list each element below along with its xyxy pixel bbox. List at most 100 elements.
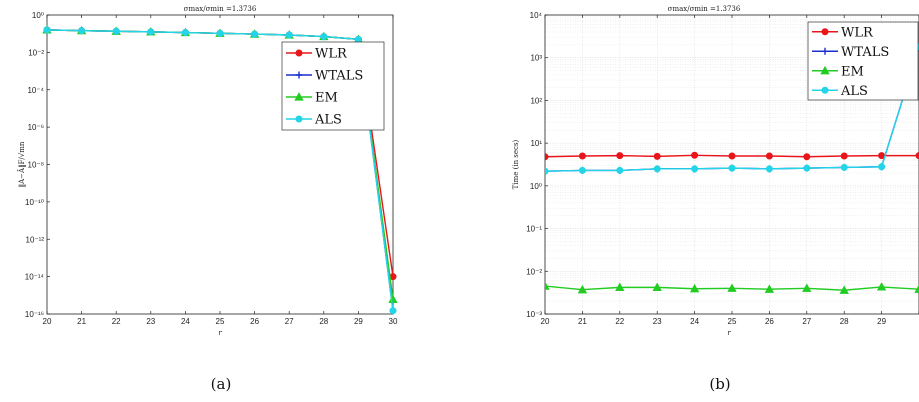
data-point-wlr-0	[545, 153, 549, 161]
data-point-als-3	[147, 28, 155, 36]
x-tick-label: 27	[802, 317, 811, 326]
y-tick-label: 10³	[530, 54, 542, 63]
data-point-legend-wtals-0	[295, 71, 303, 79]
data-point-em-6	[764, 284, 775, 293]
data-point-wlr-10	[915, 152, 919, 160]
data-point-als-6	[765, 165, 773, 173]
legend-entry-em: EM	[841, 64, 864, 79]
data-point-wlr-3	[653, 152, 661, 160]
x-tick-label: 24	[181, 317, 190, 326]
chart-title: σmax/σmin =1.3736	[184, 5, 257, 13]
chart-title: σmax/σmin =1.3736	[668, 5, 741, 13]
x-tick-label: 20	[43, 317, 52, 326]
data-point-legend-em-0	[294, 92, 304, 101]
y-tick-label: 10⁻²	[28, 48, 44, 57]
data-point-als-5	[728, 164, 736, 172]
data-point-als-6	[251, 30, 259, 38]
data-point-em-2	[615, 282, 625, 291]
x-tick-label: 25	[216, 317, 225, 326]
legend: WLR WTALS EM ALS	[281, 41, 385, 131]
data-point-legend-wlr-0	[821, 28, 829, 36]
legend-box	[281, 41, 385, 131]
x-axis-label: r	[218, 329, 222, 337]
y-tick-label: 10⁻⁴	[27, 86, 44, 95]
data-point-legend-em-0	[820, 65, 830, 75]
data-point-em-0	[545, 281, 550, 290]
y-tick-label: 10⁻¹⁶	[25, 310, 44, 319]
x-tick-label: 22	[112, 317, 121, 326]
data-point-als-2	[616, 166, 624, 174]
legend-entry-em: EM	[315, 91, 338, 106]
data-point-em-3	[652, 282, 662, 291]
data-point-wlr-4	[691, 151, 699, 159]
panel-b: 20 21 22 23 24 25 26 27 28 29 10⁻³ 10⁻² 10⁻¹ 10⁰ 10¹ 10…	[512, 5, 919, 393]
legend-entry-wlr: WLR	[841, 25, 874, 40]
data-point-als-9	[354, 35, 362, 43]
y-tick-label: 10⁻¹	[526, 225, 542, 234]
x-tick-label: 26	[250, 317, 259, 326]
y-tick-label: 10⁰	[32, 11, 44, 20]
data-point-legend-wlr-0	[295, 49, 303, 57]
data-point-als-5	[216, 29, 224, 37]
x-tick-label: 22	[615, 317, 624, 326]
data-point-em-10	[388, 294, 398, 304]
data-point-als-1	[578, 166, 586, 174]
data-point-wlr-2	[616, 152, 624, 160]
data-point-legend-als-0	[295, 115, 303, 123]
y-tick-label: 10⁻³	[526, 310, 542, 319]
y-tick-label: 10⁻¹⁴	[25, 273, 45, 282]
y-tick-label: 10⁰	[530, 182, 542, 191]
data-point-als-0	[43, 26, 51, 34]
data-point-als-8	[320, 33, 328, 41]
legend-entry-wtals: WTALS	[315, 69, 363, 84]
x-tick-label: 23	[146, 317, 155, 326]
x-tick-label: 25	[728, 317, 737, 326]
panel-a: 20 21 22 23 24 25 26 27 28 29 30 10⁻¹⁶ 10⁻¹⁴ 10⁻¹² 10⁻…	[17, 5, 398, 393]
x-tick-label: 30	[389, 317, 398, 326]
x-tick-label: 27	[285, 317, 294, 326]
data-point-als-4	[181, 29, 189, 37]
series-wlr	[545, 151, 919, 161]
y-axis-label: ‖A−Â‖F/√mn	[17, 141, 26, 187]
data-point-als-7	[285, 31, 293, 39]
x-tick-label: 29	[354, 317, 363, 326]
data-point-em-8	[839, 285, 849, 294]
data-point-als-3	[653, 165, 661, 173]
x-tick-label: 23	[653, 317, 662, 326]
plot-area	[545, 43, 919, 294]
data-point-legend-als-0	[821, 86, 829, 94]
x-tick-label: 21	[578, 317, 587, 326]
data-point-em-1	[577, 284, 588, 294]
data-point-em-7	[802, 283, 812, 292]
y-tick-label: 10⁻⁸	[28, 161, 45, 170]
data-point-wlr-8	[840, 152, 848, 160]
x-axis-label: r	[727, 329, 731, 337]
y-tick-label: 10⁻¹⁰	[25, 198, 44, 207]
data-point-als-9	[878, 163, 886, 171]
x-tick-label: 20	[541, 317, 550, 326]
legend: WLR WTALS EM ALS	[807, 21, 919, 101]
panel-caption: (b)	[709, 375, 730, 393]
panel-caption: (a)	[211, 375, 232, 393]
data-point-wlr-1	[578, 152, 586, 160]
legend-entry-wlr: WLR	[315, 47, 348, 62]
data-point-wlr-5	[728, 152, 736, 160]
data-point-em-10	[914, 284, 919, 293]
plot-area	[42, 25, 398, 315]
data-point-als-8	[840, 163, 848, 171]
data-point-als-1	[78, 27, 86, 35]
y-tick-label: 10⁻¹²	[26, 235, 45, 244]
x-tick-label: 28	[840, 317, 849, 326]
data-point-legend-wtals-0	[821, 47, 829, 55]
data-point-em-9	[876, 282, 887, 291]
x-tick-label: 21	[77, 317, 86, 326]
data-point-als-2	[112, 27, 120, 35]
data-point-em-5	[727, 283, 737, 292]
y-tick-label: 10¹	[530, 139, 542, 148]
data-point-als-10	[389, 307, 397, 315]
y-tick-label: 10⁻²	[526, 267, 542, 276]
legend-entry-wtals: WTALS	[841, 45, 889, 60]
x-tick-label: 26	[765, 317, 774, 326]
y-tick-label: 10⁻⁶	[28, 123, 44, 132]
